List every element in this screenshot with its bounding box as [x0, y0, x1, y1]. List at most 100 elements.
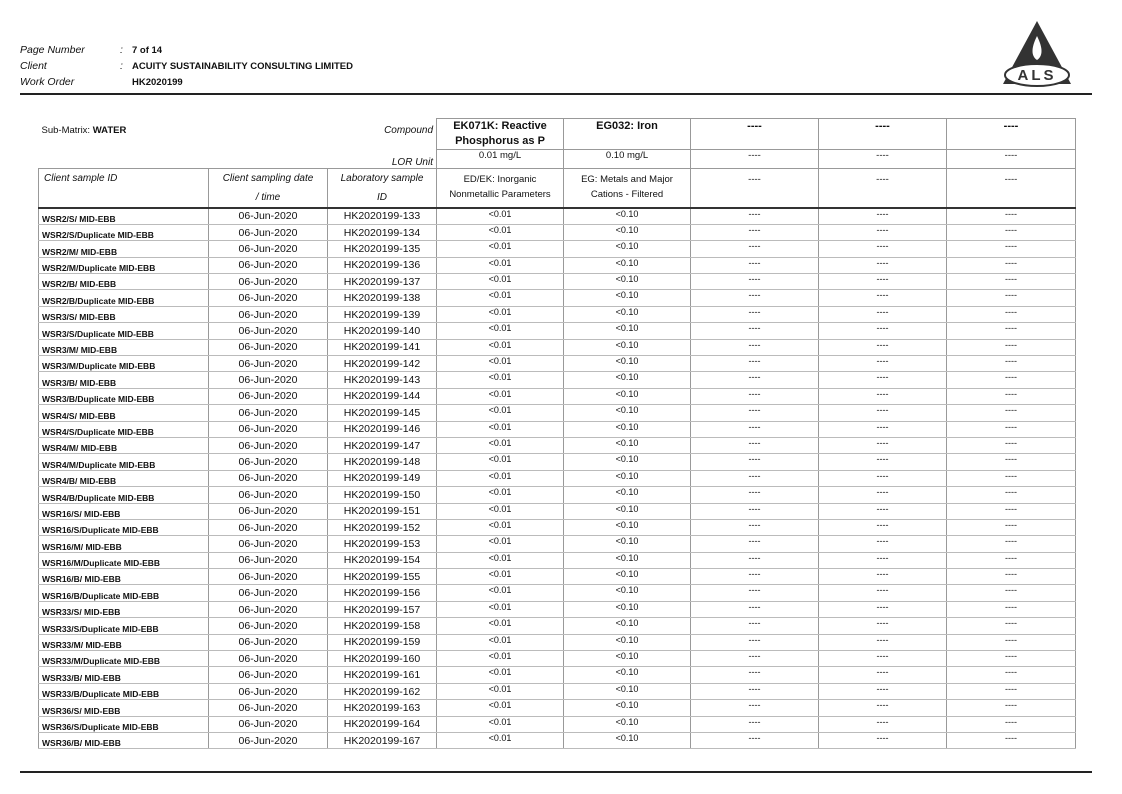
empty-result: ----	[946, 666, 1076, 684]
phosphorus: <0.01	[436, 404, 564, 422]
phosphorus: <0.01	[436, 683, 564, 701]
empty-result: ----	[690, 371, 819, 389]
logo-text: ALS	[1018, 67, 1057, 84]
phosphorus: <0.01	[436, 552, 564, 570]
sample-id: WSR2/B/ MID-EBB	[38, 273, 209, 291]
sample-id: WSR4/B/Duplicate MID-EBB	[38, 486, 209, 504]
sampling-date: 06-Jun-2020	[208, 486, 328, 504]
sampling-date: 06-Jun-2020	[208, 257, 328, 275]
lab-id: HK2020199-139	[327, 306, 437, 324]
phosphorus: <0.01	[436, 240, 564, 258]
phosphorus: <0.01	[436, 437, 564, 455]
field-label: Client	[20, 60, 47, 72]
lab-id: HK2020199-160	[327, 650, 437, 668]
iron: <0.10	[563, 453, 691, 471]
method: ----	[946, 167, 1076, 209]
data-row: WSR3/B/Duplicate MID-EBB 06-Jun-2020 HK202…	[38, 388, 1076, 406]
header-rule	[20, 93, 1092, 95]
footer-rule	[20, 771, 1092, 773]
lor-row: LOR Unit 0.01 mg/L 0.10 mg/L ---- ---- ----	[39, 149, 1076, 169]
empty-result: ----	[818, 322, 947, 340]
method: ----	[818, 167, 947, 209]
lab-id: HK2020199-149	[327, 470, 437, 488]
empty-result: ----	[818, 519, 947, 537]
data-row: WSR16/B/ MID-EBB 06-Jun-2020 HK2020199-155…	[38, 568, 1076, 586]
empty-result: ----	[946, 716, 1076, 734]
sampling-date: 06-Jun-2020	[208, 421, 328, 438]
empty-result: ----	[690, 437, 819, 455]
sample-id: WSR16/S/ MID-EBB	[38, 503, 209, 520]
empty-result: ----	[946, 371, 1076, 389]
header-row: Page Number:7 of 14	[20, 42, 353, 58]
phosphorus: <0.01	[436, 453, 564, 471]
sampling-date: 06-Jun-2020	[208, 207, 328, 225]
data-row: WSR3/M/Duplicate MID-EBB 06-Jun-2020 HK202…	[38, 355, 1076, 373]
lab-id: HK2020199-141	[327, 339, 437, 357]
date-label-line: / time	[255, 191, 281, 203]
sample-id: WSR33/M/Duplicate MID-EBB	[38, 650, 209, 668]
iron: <0.10	[563, 322, 691, 340]
phosphorus: <0.01	[436, 371, 564, 389]
empty-result: ----	[690, 568, 819, 586]
sampling-date: 06-Jun-2020	[208, 355, 328, 373]
data-row: WSR33/M/Duplicate MID-EBB 06-Jun-2020 HK20…	[38, 650, 1076, 668]
sampling-date: 06-Jun-2020	[208, 666, 328, 684]
phosphorus: <0.01	[436, 273, 564, 291]
empty-result: ----	[818, 306, 947, 324]
empty-result: ----	[946, 453, 1076, 471]
sample-id: WSR33/B/ MID-EBB	[38, 666, 209, 684]
data-row: WSR2/B/ MID-EBB 06-Jun-2020 HK2020199-137 <…	[38, 273, 1076, 291]
empty-result: ----	[946, 322, 1076, 340]
empty-result: ----	[690, 355, 819, 373]
empty-result: ----	[690, 404, 819, 422]
lab-id: HK2020199-145	[327, 404, 437, 422]
lab-label: Laboratory sample ID	[327, 167, 437, 209]
method: EG: Metals and Major Cations - Filtered	[563, 167, 691, 209]
method: ED/EK: Inorganic Nonmetallic Parameters	[436, 167, 564, 209]
sample-id: WSR16/M/ MID-EBB	[38, 535, 209, 553]
data-row: WSR33/B/ MID-EBB 06-Jun-2020 HK2020199-161…	[38, 666, 1076, 684]
empty-result: ----	[818, 634, 947, 652]
empty-result: ----	[690, 240, 819, 258]
empty-result: ----	[946, 683, 1076, 701]
sampling-date: 06-Jun-2020	[208, 650, 328, 668]
sample-id: WSR16/B/Duplicate MID-EBB	[38, 584, 209, 602]
iron: <0.10	[563, 207, 691, 225]
sample-id: WSR3/M/ MID-EBB	[38, 339, 209, 357]
data-row: WSR16/B/Duplicate MID-EBB 06-Jun-2020 HK20…	[38, 584, 1076, 602]
iron: <0.10	[563, 273, 691, 291]
empty-result: ----	[690, 289, 819, 307]
sample-id-label: Client sample ID	[38, 167, 209, 209]
empty-result: ----	[690, 322, 819, 340]
sample-id: WSR2/B/Duplicate MID-EBB	[38, 289, 209, 307]
sample-id: WSR4/M/ MID-EBB	[38, 437, 209, 455]
iron: <0.10	[563, 306, 691, 324]
phosphorus: <0.01	[436, 224, 564, 242]
logo-flame	[1032, 36, 1042, 60]
iron: <0.10	[563, 634, 691, 652]
iron: <0.10	[563, 421, 691, 438]
empty-result: ----	[946, 224, 1076, 242]
field-value: ACUITY SUSTAINABILITY CONSULTING LIMITED	[132, 60, 353, 72]
sample-id: WSR16/B/ MID-EBB	[38, 568, 209, 586]
iron: <0.10	[563, 617, 691, 635]
sampling-date: 06-Jun-2020	[208, 289, 328, 307]
data-row: WSR4/M/Duplicate MID-EBB 06-Jun-2020 HK202…	[38, 453, 1076, 471]
sample-id: WSR3/B/Duplicate MID-EBB	[38, 388, 209, 406]
empty-result: ----	[946, 650, 1076, 668]
iron: <0.10	[563, 388, 691, 406]
field-separator: :	[120, 44, 123, 56]
compound-label: Compound	[384, 124, 433, 136]
sampling-date: 06-Jun-2020	[208, 716, 328, 734]
empty-result: ----	[690, 486, 819, 504]
lor-unit: 0.10 mg/L	[563, 149, 691, 169]
lab-id: HK2020199-154	[327, 552, 437, 570]
lor-unit: ----	[690, 149, 819, 169]
empty-result: ----	[690, 584, 819, 602]
empty-result: ----	[946, 257, 1076, 275]
empty-result: ----	[818, 421, 947, 438]
phosphorus: <0.01	[436, 584, 564, 602]
empty-result: ----	[690, 666, 819, 684]
lab-id: HK2020199-159	[327, 634, 437, 652]
sub-matrix: Sub-Matrix: WATER	[39, 119, 209, 150]
